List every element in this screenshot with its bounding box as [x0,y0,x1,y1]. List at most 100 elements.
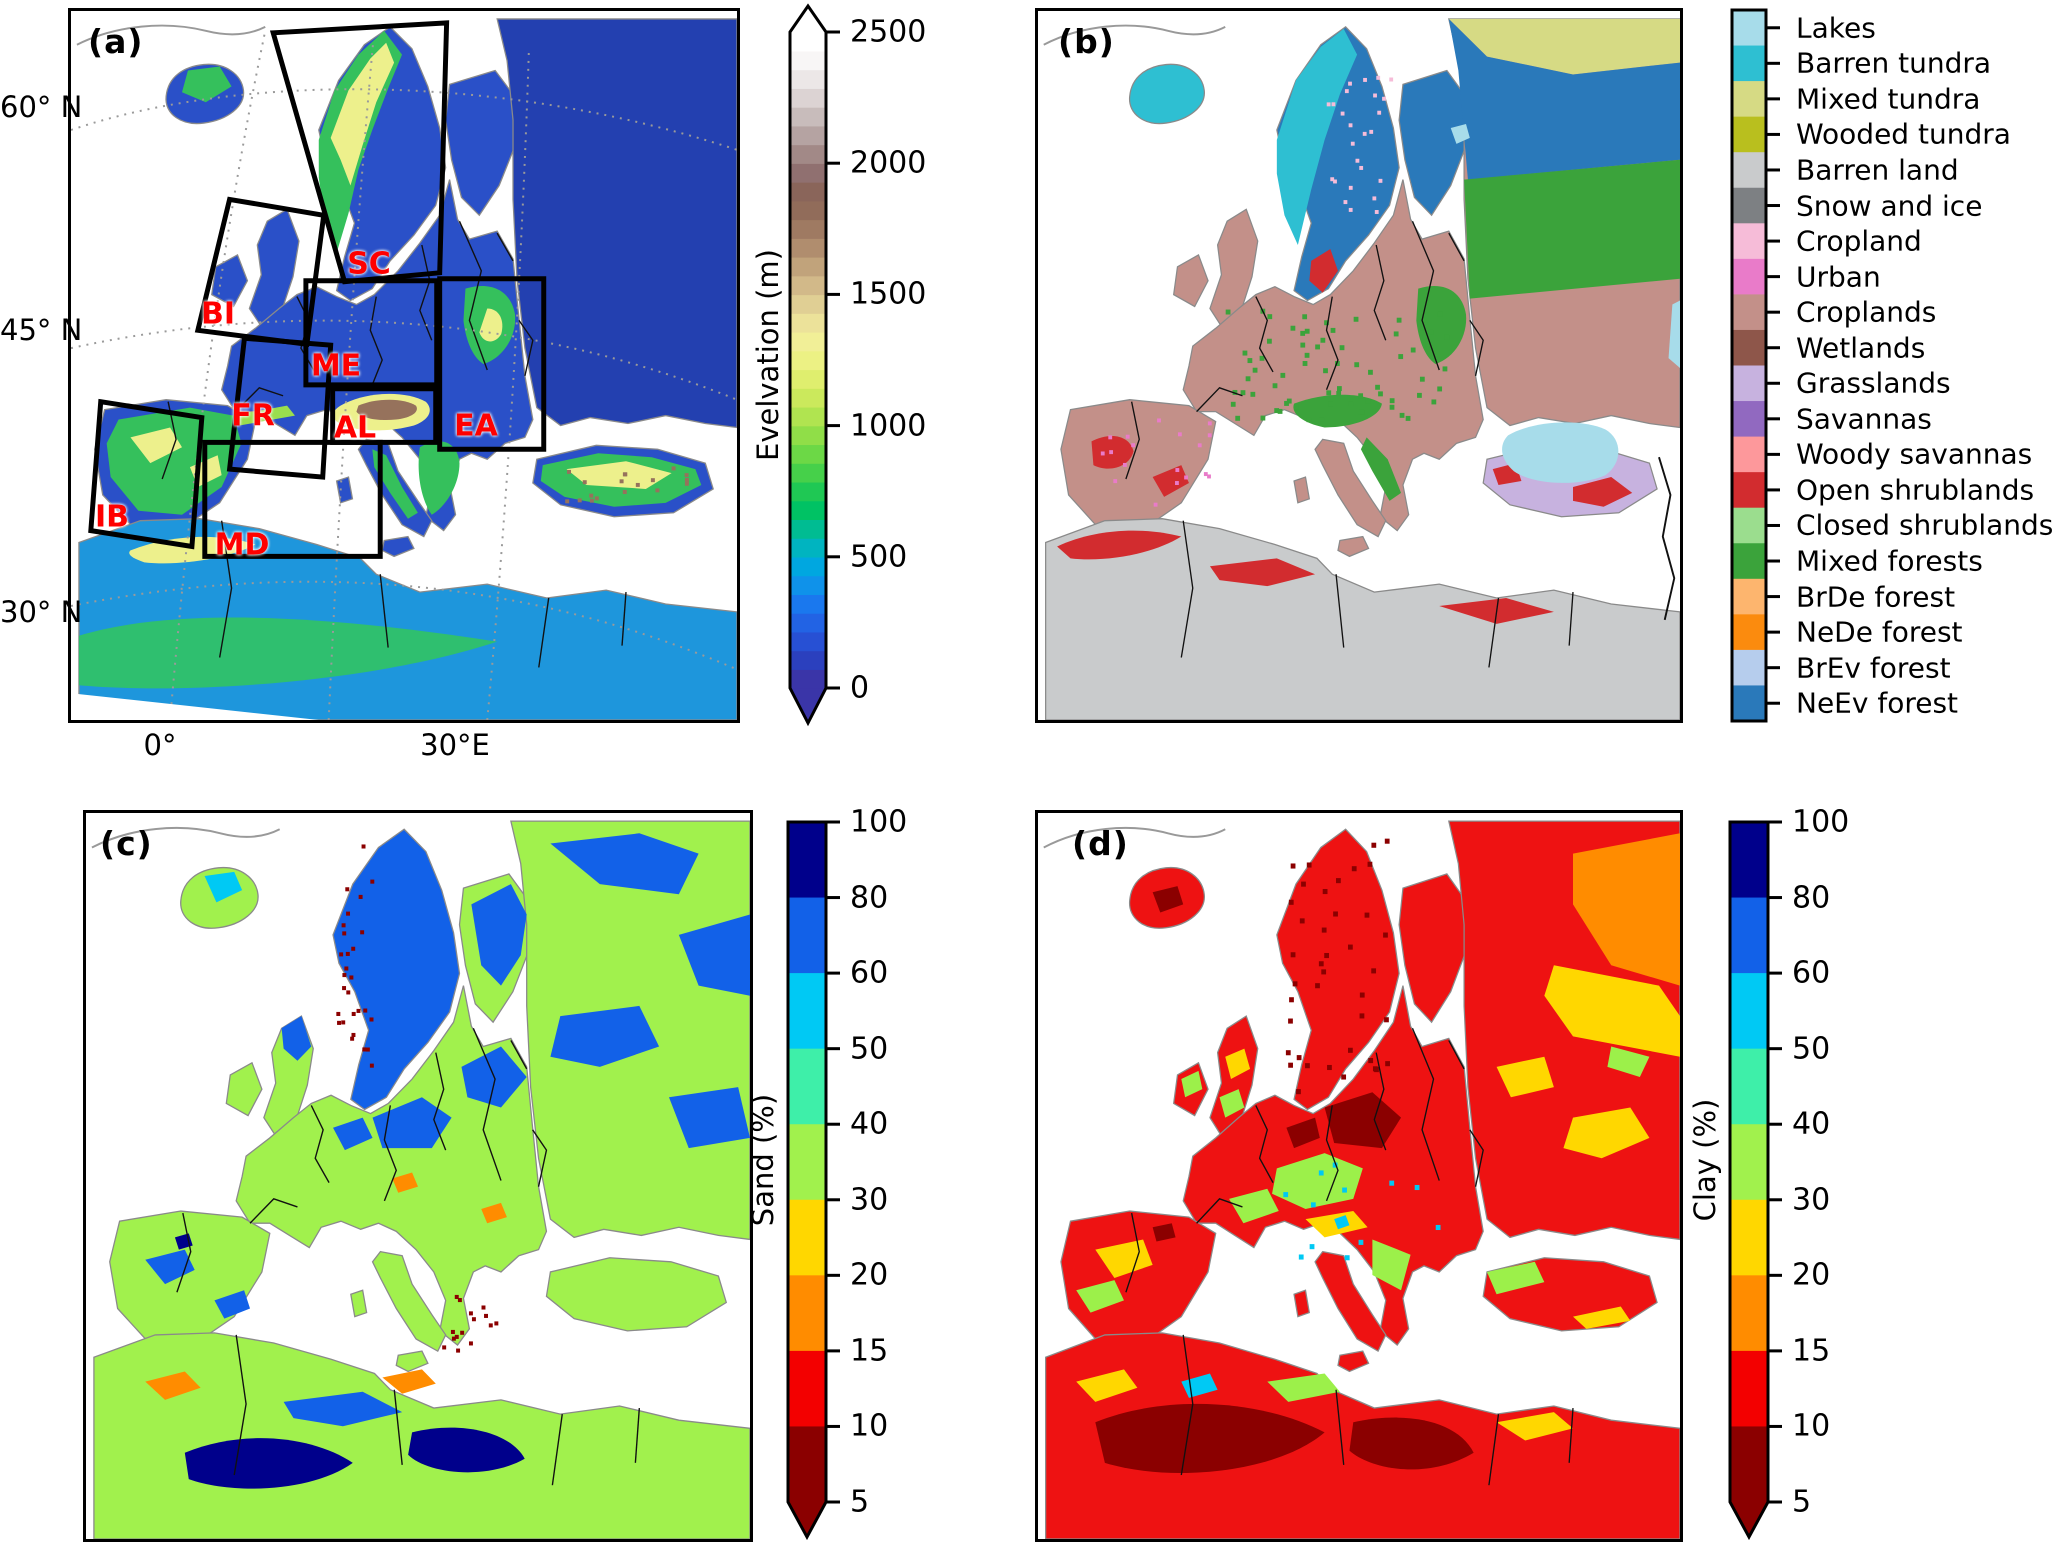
land-iberia [1060,399,1217,532]
land-sicilia [1337,535,1370,558]
map-speckle [365,1047,370,1052]
region-box-al [330,386,439,445]
map-speckle [351,946,356,951]
legend-swatch [1732,649,1766,687]
map-speckle [1337,386,1342,392]
colorbar-segment [790,631,826,652]
land-sicilia [381,535,415,558]
country-border [310,1105,330,1183]
colorbar-segment [790,594,826,614]
caspian-edge [1668,300,1680,368]
colorbar-segment [788,1426,826,1503]
map-speckle [1375,384,1380,390]
russia-sand-4 [668,1087,750,1149]
region-label-md: MD [214,527,270,563]
land-italy [371,1250,447,1353]
egypt-yellow [1496,1412,1573,1441]
map-speckle [1306,862,1312,868]
legend-label: Urban [1796,260,1881,294]
map-speckle [1399,412,1405,418]
map-speckle [1302,314,1308,320]
map-speckle [1284,400,1289,406]
map-speckle [1326,390,1332,396]
land-sardinia [350,1289,368,1318]
map-speckle [1372,1066,1378,1072]
map-speckle [369,1063,374,1068]
map-speckle [1389,1180,1395,1186]
region-box-ea [437,276,547,452]
map-speckle [1328,401,1334,407]
percent-tick-label: 30 [1792,1182,1831,1218]
map-speckle [1334,361,1340,366]
map-speckle [1184,475,1188,480]
clay-colorbar-title: Clay (%) [1688,1098,1722,1222]
panel-a-map [68,8,740,723]
map-speckle [1374,210,1379,214]
land-finland [1398,873,1471,1024]
colorbar-outline [786,820,828,1541]
region-label-ib: IB [94,499,130,535]
map-speckle [350,1036,355,1041]
country-border [218,520,233,658]
tunisia-orange [382,1369,436,1394]
germany-sand [333,1117,373,1151]
russia-yellow-3 [1496,1056,1554,1098]
land-central [1182,179,1484,532]
map-speckle [1365,398,1371,404]
country-border [1411,220,1440,371]
legend-swatch [1732,116,1766,153]
sahara-darkred-2 [1349,1417,1474,1470]
percent-tick-label: 10 [850,1408,889,1444]
country-border [551,1414,563,1486]
map-speckle [1252,367,1258,373]
panel-b-label: (b) [1058,22,1115,61]
russia-yellow-2 [1563,1107,1650,1159]
legend-label: Savannas [1796,402,1932,436]
map-speckle [1108,435,1113,440]
colorbar-arrow-bottom [1730,1502,1768,1537]
map-speckle [1306,417,1312,423]
map-speckle [471,1317,476,1322]
map-speckle [1372,196,1377,201]
region-box-sc [269,20,450,285]
land-sardinia [1293,476,1311,504]
colorbar-segment [788,1124,826,1201]
colorbar-segment [1730,897,1768,974]
country-border [1180,520,1194,658]
map-speckle [1378,391,1383,397]
map-speckle [456,1348,461,1353]
panel-c-map-svg [91,820,750,1539]
map-speckle [345,951,350,956]
map-speckle [1362,131,1367,136]
map-speckle [1342,1187,1347,1193]
map-speckle [619,479,624,484]
percent-tick-label: 50 [1792,1031,1831,1067]
region-box-me [303,278,440,388]
map-speckle [1333,179,1337,184]
map-speckle [1290,325,1296,331]
colorbar-segment [790,238,826,258]
map-speckle [344,966,349,971]
map-speckle [1298,1254,1304,1260]
loess-2 [481,1202,507,1224]
map-speckle [565,499,570,504]
map-speckle [1410,347,1416,353]
map-speckle [1384,838,1390,844]
map-speckle [1437,311,1443,317]
anatolia-yellow [1573,1306,1631,1329]
map-speckle [1396,317,1402,323]
country-border [1335,1389,1345,1465]
colorbar-segment [788,1048,826,1125]
map-speckle [460,1330,465,1335]
map-speckle [337,1020,342,1025]
land-turkey [545,1257,728,1332]
map-speckle [1351,866,1357,872]
map-speckle [1371,842,1377,848]
map-speckle [361,844,366,849]
colorbar-segment [790,538,826,558]
percent-tick-label: 20 [1792,1257,1831,1293]
region-box-fr [226,335,334,480]
map-speckle [1389,404,1395,410]
percent-tick-label: 15 [1792,1333,1831,1369]
iberia-plateau [106,407,242,515]
